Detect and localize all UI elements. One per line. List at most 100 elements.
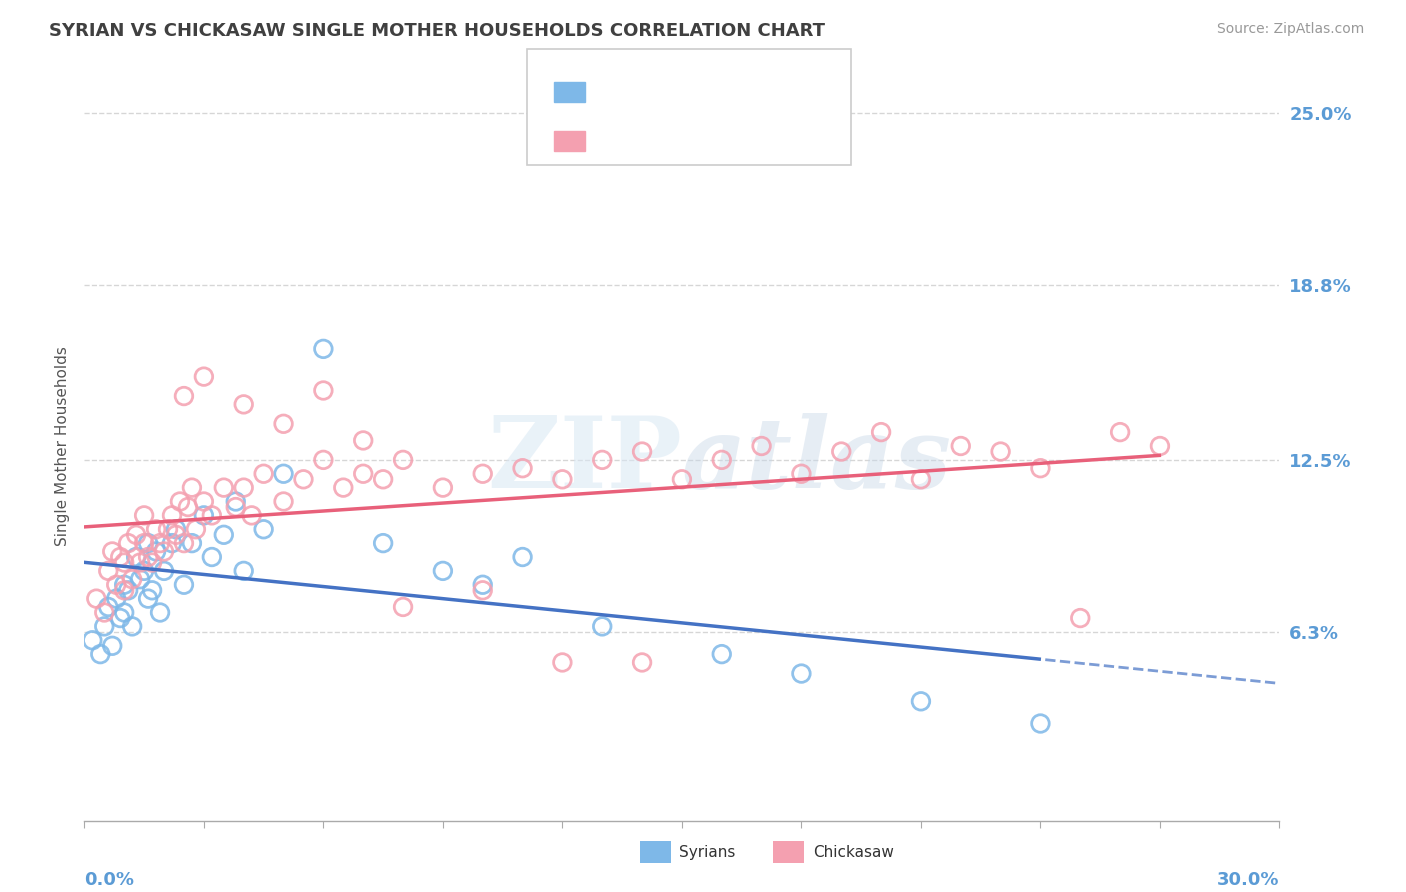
Point: [432, 481, 454, 495]
Point: [132, 564, 156, 578]
Text: atlas: atlas: [682, 413, 952, 509]
Point: [212, 481, 235, 495]
Point: [160, 536, 183, 550]
Point: [149, 536, 172, 550]
Point: [671, 472, 693, 486]
Text: 0.0%: 0.0%: [84, 871, 135, 888]
Point: [165, 528, 187, 542]
Point: [512, 549, 534, 564]
Point: [112, 578, 135, 592]
Point: [790, 666, 813, 681]
Point: [790, 467, 813, 481]
Point: [910, 472, 932, 486]
Point: [97, 564, 120, 578]
Point: [173, 578, 195, 592]
Point: [373, 472, 395, 486]
Point: [551, 472, 574, 486]
Point: [212, 528, 235, 542]
Point: [169, 494, 191, 508]
Text: Source: ZipAtlas.com: Source: ZipAtlas.com: [1216, 22, 1364, 37]
Point: [232, 397, 254, 411]
Point: [471, 583, 494, 598]
Point: [1149, 439, 1171, 453]
Point: [117, 583, 139, 598]
Point: [121, 572, 143, 586]
Point: [112, 583, 135, 598]
Point: [125, 549, 148, 564]
Y-axis label: Single Mother Households: Single Mother Households: [55, 346, 70, 546]
Text: Chickasaw: Chickasaw: [813, 846, 894, 860]
Point: [591, 453, 613, 467]
Point: [432, 564, 454, 578]
Point: [101, 639, 124, 653]
Point: [273, 467, 295, 481]
Point: [253, 467, 276, 481]
Point: [93, 606, 115, 620]
Text: R = 0.107: R = 0.107: [596, 83, 686, 101]
Text: 30.0%: 30.0%: [1218, 871, 1279, 888]
Point: [193, 508, 215, 523]
Point: [181, 536, 204, 550]
Point: [149, 606, 172, 620]
Text: N = 41: N = 41: [718, 83, 780, 101]
Point: [177, 500, 200, 514]
Point: [141, 583, 163, 598]
Point: [1069, 611, 1091, 625]
Point: [253, 522, 276, 536]
Text: R = 0.123: R = 0.123: [596, 132, 688, 150]
Point: [392, 453, 415, 467]
Point: [591, 619, 613, 633]
Point: [153, 564, 176, 578]
Point: [173, 536, 195, 550]
Point: [132, 536, 156, 550]
Point: [165, 522, 187, 536]
Point: [225, 500, 247, 514]
Point: [193, 494, 215, 508]
Point: [93, 619, 115, 633]
Point: [870, 425, 893, 439]
Point: [1109, 425, 1132, 439]
Point: [471, 467, 494, 481]
Point: [292, 472, 315, 486]
Point: [512, 461, 534, 475]
Point: [153, 544, 176, 558]
Point: [990, 444, 1012, 458]
Point: [232, 564, 254, 578]
Point: [132, 508, 156, 523]
Point: [110, 549, 132, 564]
Point: [631, 444, 654, 458]
Point: [352, 467, 374, 481]
Point: [105, 578, 128, 592]
Point: [710, 647, 733, 661]
Point: [232, 481, 254, 495]
Point: [830, 444, 852, 458]
Point: [97, 599, 120, 614]
Point: [201, 549, 224, 564]
Point: [392, 599, 415, 614]
Point: [136, 591, 159, 606]
Point: [1029, 716, 1052, 731]
Point: [105, 591, 128, 606]
Point: [101, 544, 124, 558]
Point: [312, 453, 335, 467]
Point: [240, 508, 263, 523]
Point: [710, 453, 733, 467]
Point: [551, 656, 574, 670]
Point: [181, 481, 204, 495]
Point: [312, 384, 335, 398]
Point: [184, 522, 207, 536]
Point: [373, 536, 395, 550]
Point: [273, 417, 295, 431]
Point: [112, 606, 135, 620]
Point: [125, 528, 148, 542]
Point: [89, 647, 111, 661]
Point: [332, 481, 354, 495]
Point: [949, 439, 972, 453]
Point: [136, 536, 159, 550]
Point: [145, 544, 167, 558]
Point: [273, 494, 295, 508]
Point: [110, 611, 132, 625]
Point: [201, 508, 224, 523]
Point: [193, 369, 215, 384]
Text: Syrians: Syrians: [679, 846, 735, 860]
